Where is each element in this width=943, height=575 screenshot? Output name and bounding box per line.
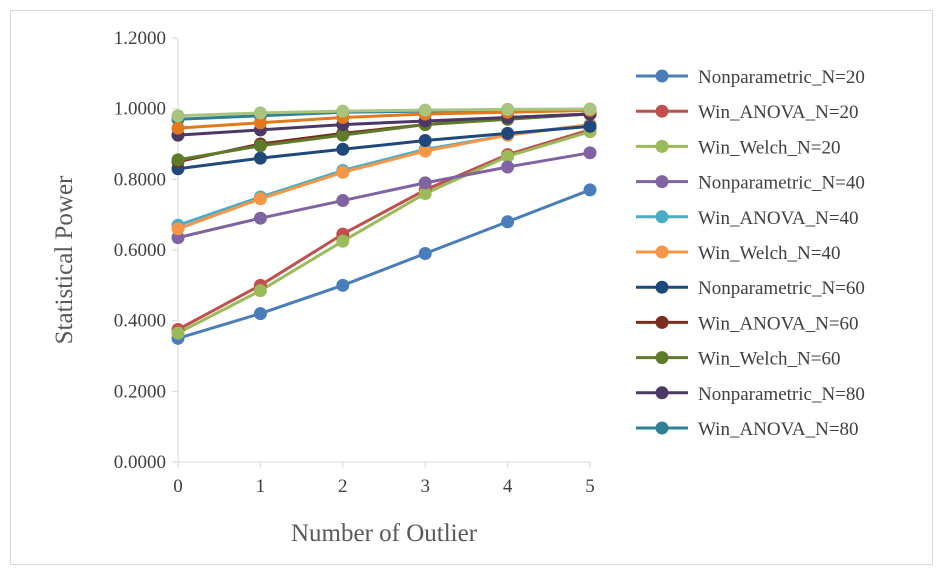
data-point bbox=[501, 126, 515, 140]
data-point bbox=[501, 102, 515, 116]
x-tick-label: 2 bbox=[338, 476, 348, 497]
x-tick-label: 3 bbox=[420, 476, 430, 497]
data-point bbox=[253, 284, 267, 298]
series-line bbox=[177, 112, 591, 137]
data-point bbox=[418, 186, 432, 200]
x-ticks: 0 1 2 3 4 5 bbox=[173, 462, 595, 497]
legend-label: Nonparametric_N=60 bbox=[698, 278, 865, 299]
data-point bbox=[171, 326, 185, 340]
y-tick-label: 1.0000 bbox=[114, 99, 166, 120]
y-tick-label: 0.8000 bbox=[114, 169, 166, 190]
y-tick-label: 1.2000 bbox=[114, 28, 166, 49]
legend-label: Win_ANOVA_N=40 bbox=[698, 208, 859, 229]
series-line bbox=[177, 112, 591, 162]
data-point bbox=[253, 106, 267, 120]
series-points bbox=[171, 102, 597, 345]
series-line bbox=[177, 130, 591, 335]
y-tick-label: 0.6000 bbox=[114, 240, 166, 261]
chart-frame bbox=[10, 10, 933, 565]
legend-marker bbox=[655, 386, 669, 400]
data-point bbox=[501, 215, 515, 229]
x-tick-label: 0 bbox=[173, 476, 183, 497]
x-axis-title: Number of Outlier bbox=[291, 520, 478, 547]
data-point bbox=[418, 103, 432, 117]
data-point bbox=[336, 234, 350, 248]
legend-label: Win_Welch_N=20 bbox=[698, 137, 840, 158]
data-point bbox=[253, 116, 267, 130]
data-point bbox=[336, 142, 350, 156]
data-point bbox=[418, 247, 432, 261]
data-point bbox=[583, 146, 597, 160]
data-point bbox=[418, 133, 432, 147]
legend-marker bbox=[655, 280, 669, 294]
legend-label: Nonparametric_N=40 bbox=[698, 173, 865, 194]
series-line bbox=[177, 107, 591, 118]
data-point bbox=[336, 278, 350, 292]
y-tick-label: 0.0000 bbox=[114, 452, 166, 473]
data-point bbox=[336, 165, 350, 179]
data-point bbox=[418, 144, 432, 158]
series-line bbox=[177, 124, 591, 171]
data-point bbox=[418, 176, 432, 190]
data-point bbox=[171, 222, 185, 236]
data-point bbox=[253, 151, 267, 165]
legend: Nonparametric_N=20 Win_ANOVA_N=20 Win_Welc… bbox=[636, 67, 865, 440]
x-tick-label: 1 bbox=[256, 476, 266, 497]
data-point bbox=[253, 211, 267, 225]
legend-marker bbox=[655, 139, 669, 153]
series-line bbox=[177, 188, 591, 340]
series-line bbox=[177, 112, 591, 164]
legend-marker bbox=[655, 104, 669, 118]
y-tick-label: 0.2000 bbox=[114, 381, 166, 402]
legend-label: Win_ANOVA_N=80 bbox=[698, 419, 859, 440]
series-lines bbox=[177, 107, 591, 340]
axes bbox=[177, 38, 590, 463]
data-point bbox=[583, 102, 597, 116]
x-tick-label: 5 bbox=[585, 476, 595, 497]
legend-label: Win_ANOVA_N=60 bbox=[698, 313, 859, 334]
data-point bbox=[253, 139, 267, 153]
data-point bbox=[171, 109, 185, 123]
legend-marker bbox=[655, 351, 669, 365]
data-point bbox=[253, 307, 267, 321]
legend-marker bbox=[655, 69, 669, 83]
legend-marker bbox=[655, 315, 669, 329]
x-tick-label: 4 bbox=[503, 476, 513, 497]
legend-label: Nonparametric_N=20 bbox=[698, 67, 865, 88]
data-point bbox=[501, 160, 515, 174]
data-point bbox=[171, 153, 185, 167]
data-point bbox=[336, 104, 350, 118]
legend-marker bbox=[655, 175, 669, 189]
series-line bbox=[177, 151, 591, 240]
legend-label: Win_Welch_N=40 bbox=[698, 243, 840, 264]
legend-label: Win_Welch_N=60 bbox=[698, 349, 840, 370]
data-point bbox=[501, 149, 515, 163]
legend-marker bbox=[655, 421, 669, 435]
data-point bbox=[583, 183, 597, 197]
legend-label: Nonparametric_N=80 bbox=[698, 384, 865, 405]
data-point bbox=[336, 128, 350, 142]
y-axis-title: Statistical Power bbox=[51, 175, 78, 344]
data-point bbox=[336, 194, 350, 208]
y-ticks: 0.0000 0.2000 0.4000 0.6000 0.8000 1.0000 1.20… bbox=[114, 28, 178, 473]
series-line bbox=[177, 128, 591, 331]
legend-marker bbox=[655, 245, 669, 259]
series-line bbox=[177, 123, 591, 227]
data-point bbox=[253, 192, 267, 206]
series-line bbox=[177, 108, 591, 130]
data-point bbox=[171, 121, 185, 135]
legend-label: Win_ANOVA_N=20 bbox=[698, 102, 859, 123]
legend-marker bbox=[655, 210, 669, 224]
data-point bbox=[583, 119, 597, 133]
y-tick-label: 0.4000 bbox=[114, 311, 166, 332]
